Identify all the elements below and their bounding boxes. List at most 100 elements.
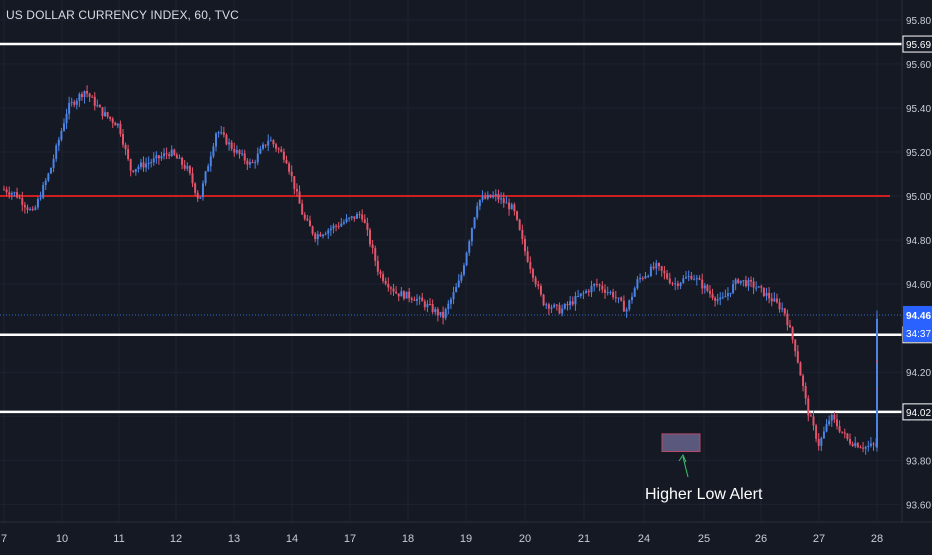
candle-body [706,285,709,291]
candle-body [851,443,854,446]
candle-body [303,214,306,219]
candle-body [526,251,529,262]
candle-body [582,292,585,294]
candle-body [337,226,340,228]
candle-body [127,149,130,160]
candle-body [716,299,719,301]
candle-body [96,105,99,107]
candle-body [389,287,392,289]
candle-body [301,203,304,215]
candle-body [88,93,91,97]
candle-body [363,219,366,223]
candle-body [747,279,750,287]
level-price-tag: 94.02 [902,403,932,421]
candle-body [796,351,799,363]
candle-body [238,150,241,154]
candle-body [306,218,309,221]
candle-body [786,313,789,326]
candle-body [241,153,244,155]
candle-body [755,287,758,289]
candle-body [275,144,278,149]
candle-body [757,286,760,288]
candle-body [622,300,625,312]
time-tick-label: 13 [228,533,240,545]
candle-body [204,171,207,184]
candle-body [175,154,178,159]
candle-body [248,162,251,165]
candle-body [332,225,335,229]
candle-body [550,307,553,309]
time-tick-label: 21 [578,533,590,545]
candle-body [752,281,755,288]
candle-body [719,297,722,300]
time-tick-label: 7 [1,533,7,545]
candle-body [714,297,717,301]
candle-body [545,304,548,306]
candle-body [791,327,794,340]
candle-body [781,308,784,310]
candle-body [476,206,479,218]
candle-body [529,261,532,270]
candle-body [876,433,878,435]
candle-body [415,298,418,301]
candle-body [585,290,588,293]
candle-body [579,293,582,296]
candles [3,85,878,455]
candle-body [820,438,823,446]
candle-body [70,101,73,103]
time-tick-label: 27 [813,533,825,545]
price-tick-label: 95.20 [906,148,931,159]
time-axis[interactable]: 7 10 11 12 13 14 17 18 19 20 21 24 25 26 27 28 [0,521,932,550]
level-lines[interactable] [0,42,902,414]
candle-body [173,149,176,155]
candle-body [60,130,63,140]
candle-body [282,151,285,160]
candle-body [762,287,765,296]
candle-body [859,447,862,449]
candle-body [410,298,413,300]
candle-body [862,447,865,449]
candle-body [280,149,283,152]
candle-body [729,292,732,294]
candle-body [574,296,577,305]
candle-body [413,299,416,301]
candle-body [590,285,593,293]
candle-body [809,415,812,417]
price-axis[interactable]: 95.80 95.60 95.40 95.20 95.00 94.80 94.60 94.20… [901,0,932,550]
candle-body [604,289,606,293]
candle-body [539,285,542,295]
candle-body [272,140,275,145]
candle-body [160,156,163,159]
candle-body [34,207,37,210]
candle-body [508,202,511,210]
candle-body [392,288,395,292]
candle-body [181,157,184,165]
candle-body [366,222,369,230]
candle-body [452,292,455,300]
candle-body [457,280,460,288]
candle-body [770,298,773,302]
candle-body [163,153,166,157]
time-tick-label: 19 [460,533,472,545]
candle-body [789,325,791,328]
last-price-tag[interactable]: 94.46 34:37 [903,305,932,342]
price-axis-background [902,0,932,550]
candle-body [698,278,701,280]
candle-body [658,263,660,267]
time-tick-label: 28 [871,533,883,545]
candle-body [655,263,658,269]
candle-body [460,274,463,281]
candle-body [191,173,194,184]
candle-body [93,96,96,106]
candle-body [395,291,398,294]
candle-body [442,311,445,318]
candle-body [822,431,825,439]
candle-body [553,304,556,308]
candle-body [838,426,841,432]
alert-arrow-head [678,453,687,463]
candle-body [16,192,19,198]
candle-body [742,280,745,282]
candle-body [744,280,747,287]
